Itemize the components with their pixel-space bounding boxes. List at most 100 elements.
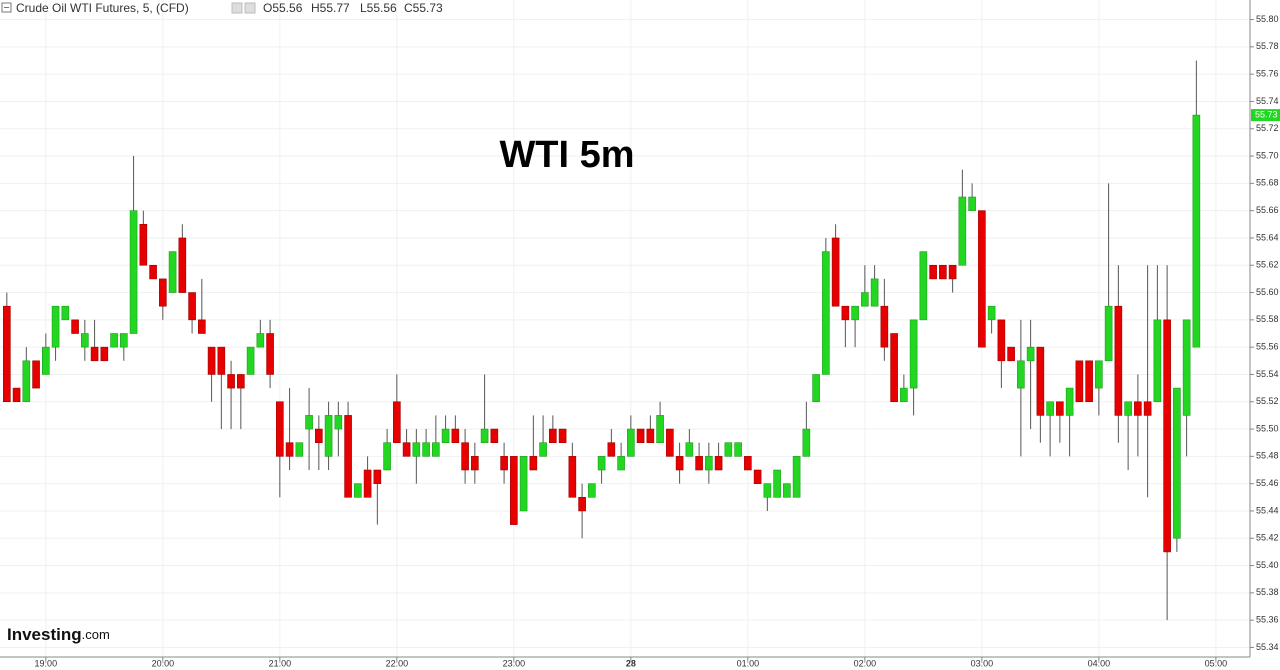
candle-body xyxy=(1075,360,1084,403)
candle-body xyxy=(1182,319,1191,416)
candle-body xyxy=(422,442,430,457)
y-tick-label: 55.78 xyxy=(1256,41,1279,51)
candle-body xyxy=(656,415,664,443)
candles xyxy=(3,60,1201,621)
candle-body xyxy=(929,264,937,280)
candle-body xyxy=(753,469,762,484)
candle-body xyxy=(519,456,528,512)
candle-body xyxy=(393,401,401,443)
candle-body xyxy=(285,442,294,457)
candle-body xyxy=(480,428,489,443)
candle-body xyxy=(441,428,450,443)
x-tick-label: 02:00 xyxy=(854,658,877,668)
candle-body xyxy=(900,387,908,403)
candle-body xyxy=(139,224,148,266)
y-tick-label: 55.46 xyxy=(1256,478,1279,488)
candle-body xyxy=(42,346,50,375)
candle-body xyxy=(968,196,976,211)
y-tick-label: 55.54 xyxy=(1256,369,1279,379)
x-tick-label: 05:00 xyxy=(1205,658,1228,668)
candle-body xyxy=(1104,305,1113,362)
candle-body xyxy=(549,428,557,443)
candle-body xyxy=(763,483,772,498)
y-tick-label: 55.70 xyxy=(1256,150,1279,160)
candle-body xyxy=(1017,360,1025,389)
candle-body xyxy=(198,319,206,334)
candle-body xyxy=(354,483,362,498)
x-tick-label: 04:00 xyxy=(1088,658,1111,668)
x-tick-label: 21:00 xyxy=(269,658,292,668)
candle-body xyxy=(1007,346,1015,362)
candle-body xyxy=(217,346,226,375)
collapse-icon[interactable] xyxy=(1,2,12,13)
candle-body xyxy=(666,428,674,457)
candle-body xyxy=(734,442,742,457)
candle-body xyxy=(1095,360,1103,389)
candle-body xyxy=(412,442,421,457)
x-tick-label: 01:00 xyxy=(737,658,760,668)
candle-body xyxy=(1124,401,1132,416)
candle-body xyxy=(510,456,518,525)
y-tick-label: 55.38 xyxy=(1256,587,1279,597)
last-price-label: 55.73 xyxy=(1255,109,1278,119)
candle-body xyxy=(334,415,343,430)
candle-body xyxy=(12,387,21,403)
last-price-tag xyxy=(1251,109,1280,122)
candle-body xyxy=(402,442,411,457)
candle-body xyxy=(51,305,60,348)
candle-body xyxy=(1173,387,1181,539)
candle-body xyxy=(636,428,645,443)
symbol-header: Crude Oil WTI Futures, 5, (CFD) xyxy=(16,1,189,15)
candle-body xyxy=(159,278,167,307)
candle-body xyxy=(1143,401,1152,416)
x-tick-label: 28 xyxy=(626,658,636,668)
candle-body xyxy=(432,442,440,457)
candle-body xyxy=(129,210,138,334)
y-tick-label: 55.80 xyxy=(1256,14,1279,24)
candle-body xyxy=(529,456,538,471)
x-tick-label: 22:00 xyxy=(386,658,409,668)
ohlc-high: H55.77 xyxy=(311,1,350,15)
candle-body xyxy=(851,305,859,321)
y-tick-label: 55.40 xyxy=(1256,560,1279,570)
y-tick-label: 55.36 xyxy=(1256,615,1279,625)
candle-body xyxy=(939,264,947,280)
candle-body xyxy=(705,456,713,471)
candle-body xyxy=(695,456,703,471)
candle-body xyxy=(588,483,596,498)
candle-body xyxy=(178,237,187,293)
candle-body xyxy=(646,428,655,443)
candle-body xyxy=(363,469,372,498)
candle-body xyxy=(1134,401,1142,416)
candle-body xyxy=(997,319,1006,362)
candle-body xyxy=(1046,401,1054,416)
candle-body xyxy=(1065,387,1074,416)
logo-brand: Investing xyxy=(7,625,82,644)
candle-body xyxy=(987,305,996,321)
candle-body xyxy=(207,346,216,375)
candle-body xyxy=(607,442,616,457)
y-tick-label: 55.50 xyxy=(1256,423,1279,433)
y-tick-label: 55.64 xyxy=(1256,232,1279,242)
candle-body xyxy=(90,346,99,362)
candle-body xyxy=(948,264,957,280)
candle-body xyxy=(831,237,840,307)
close-icon[interactable] xyxy=(244,2,256,14)
candle-body xyxy=(1163,319,1171,553)
candle-body xyxy=(909,319,918,389)
x-tick-label: 03:00 xyxy=(971,658,994,668)
candle-body xyxy=(276,401,284,457)
candle-body xyxy=(617,456,625,471)
y-tick-label: 55.62 xyxy=(1256,260,1279,270)
candle-body xyxy=(324,415,333,457)
candle-body xyxy=(802,428,811,457)
candle-body xyxy=(880,305,889,348)
candle-body xyxy=(100,346,109,362)
candle-body xyxy=(627,428,635,457)
candle-body xyxy=(685,442,694,457)
candle-body xyxy=(1056,401,1064,416)
candle-body xyxy=(792,456,801,498)
logo: Investing.com xyxy=(7,625,110,644)
candle-body xyxy=(773,469,781,498)
settings-icon[interactable] xyxy=(231,2,243,14)
